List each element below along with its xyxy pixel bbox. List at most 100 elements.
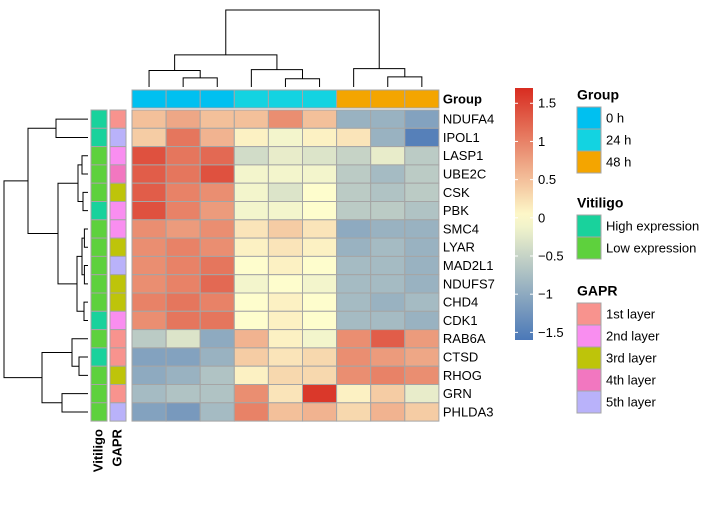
legends: Group 0 h 24 h 48 h Vitiligo High expression L… [576,87,699,414]
vitiligo-annotation-cell-15 [90,365,108,386]
heatmap-cell-ube2c-3 [199,164,235,184]
heatmap-cell-csk-5 [267,182,303,202]
group-annotation-cell-2 [165,89,201,109]
heatmap-cell-ndufs7-1 [131,274,167,294]
heatmap-cell-ipol1-6 [302,127,338,148]
heatmap-cell-grn-6 [302,384,338,404]
heatmap-cell-ctsd-7 [336,347,372,367]
column-dendrogram [148,9,423,87]
group-annotation-cell-6 [302,89,338,109]
legend-label-gapr-4: 4th layer [606,372,657,387]
group-annotation-cell-9 [404,89,440,109]
row-label-phlda3: PHLDA3 [443,404,494,419]
heatmap-cell-pbk-5 [267,201,303,221]
legend-swatch-gapr-2 [576,324,602,348]
heatmap-cell-lasp1-7 [336,146,372,166]
row-annotation-bars: Vitiligo GAPR [90,109,127,472]
heatmap-cell-ipol1-5 [267,127,303,148]
heatmap-cell-smc4-4 [233,219,269,239]
vitiligo-annotation-cell-17 [90,402,108,422]
vitiligo-annotation-cell-14 [90,347,108,367]
column-dendrogram-branch [148,70,201,87]
gapr-annotation-cell-13 [109,329,127,349]
heatmap-cell-ndufs7-8 [370,274,406,294]
heatmap-cell-ndufs7-2 [165,274,201,294]
heatmap-cell-rab6a-2 [165,329,201,349]
gapr-annotation-cell-14 [109,347,127,367]
row-dendrogram-branch [57,182,78,285]
vitiligo-annotation-cell-10 [90,274,108,294]
group-annotation-cell-3 [199,89,235,109]
heatmap-cell-smc4-1 [131,219,167,239]
group-annotation-label: Group [443,91,482,106]
heatmap-cell-cdk1-4 [233,310,269,331]
gapr-annotation-label: GAPR [109,428,124,466]
heatmap-cell-csk-4 [233,182,269,202]
colorbar: −1.5 −1 −0.5 0 0.5 1 1.5 [515,88,564,340]
heatmap-cell-ndufs7-6 [302,274,338,294]
heatmap-cell-chd4-4 [233,292,269,312]
heatmap-cell-ipol1-9 [404,127,440,148]
heatmap-cell-grn-4 [233,384,269,404]
legend-swatch-group-2 [576,128,602,152]
heatmap-cell-cdk1-1 [131,310,167,331]
heatmap-cell-mad2l1-8 [370,255,406,276]
heatmap-cell-ube2c-9 [404,164,440,184]
heatmap-cell-rab6a-1 [131,329,167,349]
legend-swatch-vitiligo-2 [576,236,602,260]
group-annotation-cell-4 [233,89,269,109]
gapr-annotation-cell-15 [109,365,127,386]
gapr-annotation-cell-17 [109,402,127,422]
heatmap-cell-ube2c-1 [131,164,167,184]
heatmap-cell-ipol1-2 [165,127,201,148]
row-label-rhog: RHOG [443,368,482,383]
heatmap-cell-pbk-2 [165,201,201,221]
gapr-annotation-cell-6 [109,201,127,221]
row-dendrogram-branch [83,265,88,285]
gapr-annotation-cell-16 [109,384,127,404]
heatmap-cell-mad2l1-5 [267,255,303,276]
heatmap-cell-cdk1-3 [199,310,235,331]
heatmap-cell-ndufa4-3 [199,109,235,129]
vitiligo-annotation-label: Vitiligo [90,429,105,472]
heatmap-cell-ctsd-5 [267,347,303,367]
row-label-ndufa4: NDUFA4 [443,112,494,127]
heatmap-cell-ipol1-7 [336,127,372,148]
group-annotation-cell-5 [267,89,303,109]
heatmap-cell-smc4-6 [302,219,338,239]
heatmap-cell-phlda3-4 [233,402,269,422]
heatmap-cell-grn-5 [267,384,303,404]
heatmap-cell-ndufa4-8 [370,109,406,129]
heatmap-cell-chd4-9 [404,292,440,312]
heatmap-cell-rhog-6 [302,365,338,386]
row-label-ctsd: CTSD [443,349,478,364]
row-dendrogram-branch [41,351,72,404]
gapr-annotation-cell-4 [109,164,127,184]
heatmap-cell-ube2c-4 [233,164,269,184]
colorbar-ramp [515,88,533,340]
heatmap-cell-chd4-6 [302,292,338,312]
legend-swatch-group-3 [576,150,602,174]
vitiligo-annotation-cell-9 [90,255,108,276]
row-label-cdk1: CDK1 [443,313,478,328]
legend-label-gapr-3: 3rd layer [606,350,657,365]
heatmap-cell-ube2c-6 [302,164,338,184]
heatmap-cell-pbk-1 [131,201,167,221]
column-dendrogram-branch [387,76,423,87]
heatmap-cell-lyar-8 [370,237,406,257]
heatmap-cell-rhog-7 [336,365,372,386]
gapr-annotation-cell-9 [109,255,127,276]
heatmap-cell-rab6a-7 [336,329,372,349]
heatmap-cell-grn-3 [199,384,235,404]
row-dendrogram [3,118,88,413]
heatmap-cell-pbk-4 [233,201,269,221]
heatmap-cell-cdk1-6 [302,310,338,331]
group-annotation-cell-8 [370,89,406,109]
legend-label-gapr-2: 2nd layer [606,328,660,343]
heatmap-cell-mad2l1-3 [199,255,235,276]
heatmap-cell-ndufa4-9 [404,109,440,129]
heatmap-cell-lyar-4 [233,237,269,257]
heatmap-cell-ube2c-8 [370,164,406,184]
vitiligo-annotation-cell-8 [90,237,108,257]
gapr-annotation-cell-10 [109,274,127,294]
